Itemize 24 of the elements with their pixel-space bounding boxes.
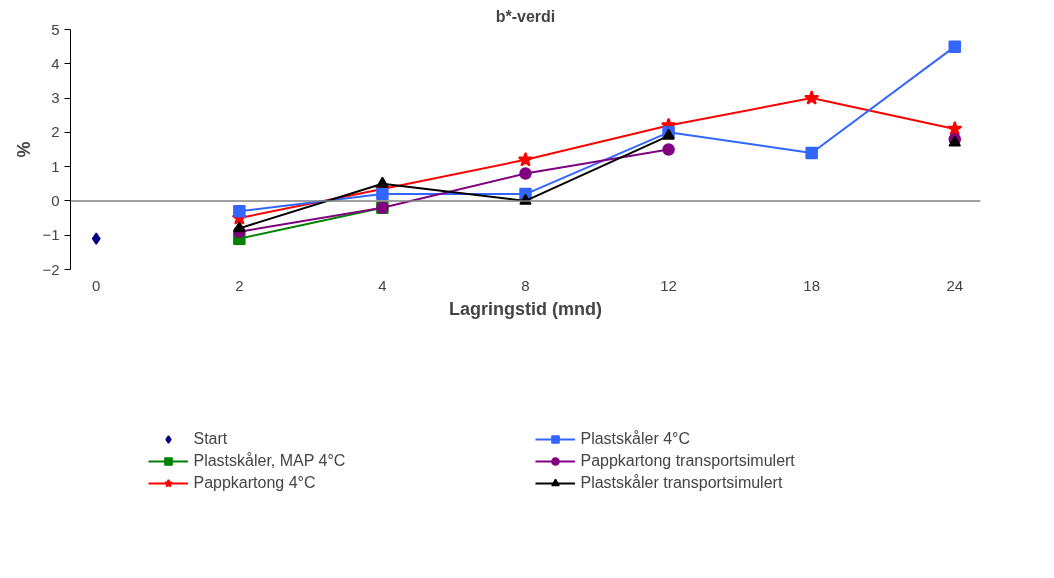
y-tick-label: 1 [51, 157, 60, 175]
chart-title: b*-verdi [495, 7, 556, 25]
legend-label: Pappkartong 4°C [193, 472, 317, 493]
x-tick-label: 18 [803, 276, 821, 294]
y-tick-label: 4 [51, 54, 60, 72]
y-tick-label: 3 [51, 89, 60, 107]
y-tick-label: −2 [42, 260, 60, 278]
y-tick-label: 0 [51, 191, 60, 209]
legend-label: Plastskåler 4°C [580, 428, 692, 449]
legend-label: Plastskåler transportsimulert [580, 472, 784, 493]
x-tick-label: 2 [235, 276, 244, 294]
legend-label: Start [193, 428, 229, 449]
x-tick-label: 24 [946, 276, 964, 294]
y-tick-label: −1 [42, 226, 60, 244]
x-tick-label: 0 [92, 276, 101, 294]
x-tick-label: 4 [378, 276, 387, 294]
x-tick-label: 12 [660, 276, 677, 294]
legend-label: Plastskåler, MAP 4°C [193, 450, 347, 471]
y-tick-label: 2 [51, 123, 60, 141]
y-axis-title: % [14, 141, 35, 158]
legend-label: Pappkartong transportsimulert [580, 450, 796, 471]
x-tick-label: 8 [521, 276, 530, 294]
y-tick-label: 5 [51, 20, 60, 38]
x-axis-title: Lagringstid (mnd) [449, 298, 602, 319]
